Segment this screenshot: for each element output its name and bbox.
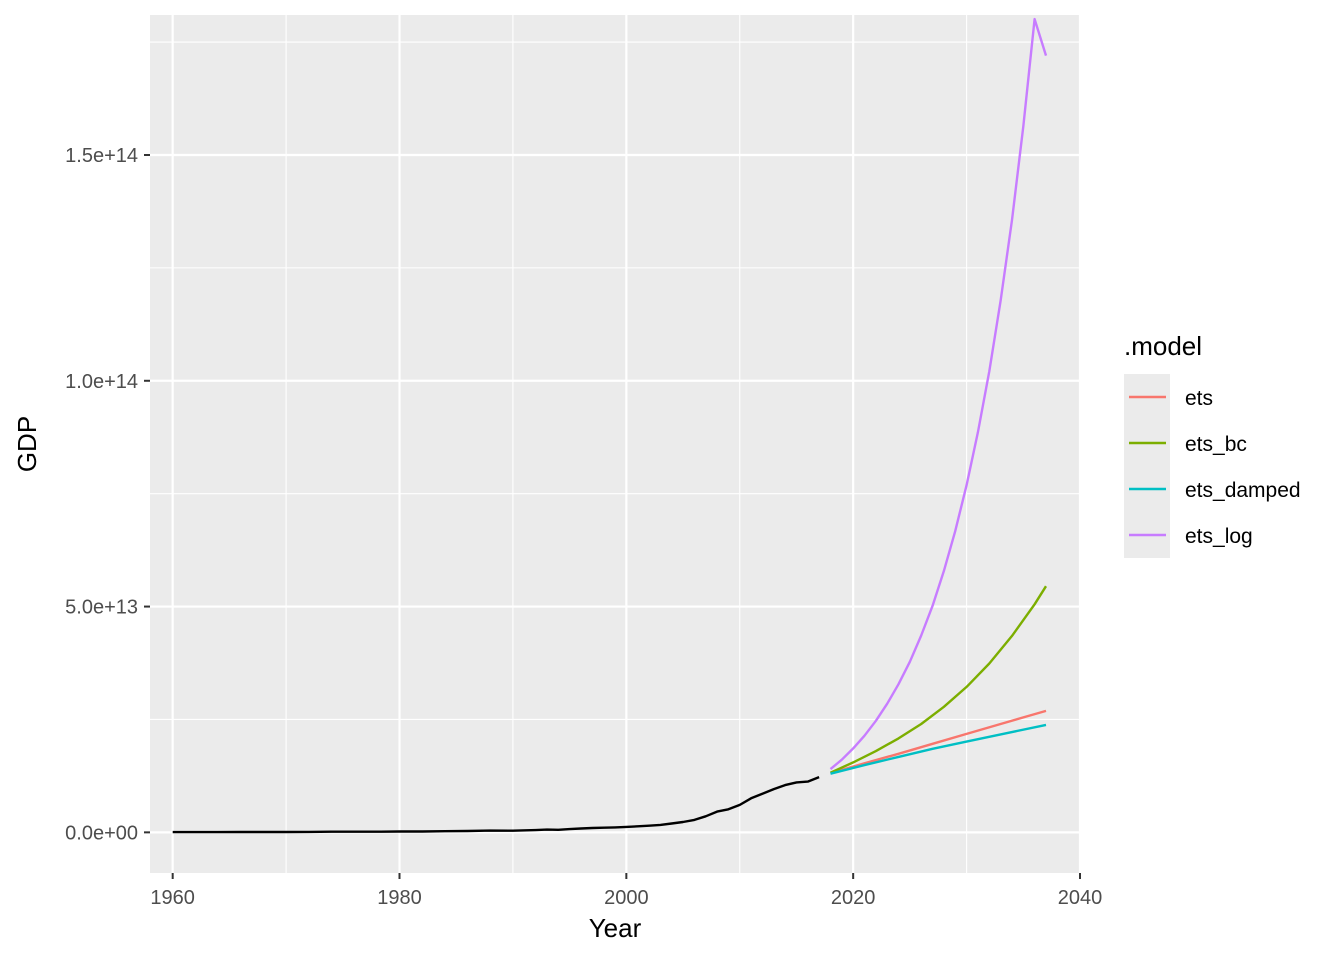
x-tick-label: 2020 — [831, 887, 876, 909]
x-axis-title: Year — [589, 913, 642, 943]
y-tick-label: 1.0e+14 — [65, 371, 138, 393]
x-tick-label: 1980 — [377, 887, 422, 909]
y-tick-label: 5.0e+13 — [65, 597, 138, 619]
y-axis: 0.0e+00 5.0e+13 1.0e+14 1.5e+14 — [65, 145, 150, 844]
series-line-ets-log — [829, 17, 1048, 771]
legend-label: ets_bc — [1185, 433, 1247, 456]
y-tick-label: 1.5e+14 — [65, 145, 138, 167]
y-tick-label: 0.0e+00 — [65, 822, 138, 844]
series-lines — [172, 17, 1048, 834]
legend-label: ets_damped — [1185, 479, 1301, 502]
legend: .model ets ets_bc ets_damped ets_log — [1124, 331, 1301, 558]
x-tick-label: 2000 — [604, 887, 649, 909]
x-axis: 1960 1980 2000 2020 2040 — [150, 873, 1102, 909]
history-line — [172, 775, 820, 834]
legend-label: ets_log — [1185, 525, 1253, 548]
series-line-ets-bc — [830, 585, 1048, 774]
series-line-ets-damped — [830, 723, 1047, 775]
x-tick-label: 1960 — [150, 887, 195, 909]
series-line-ets — [830, 709, 1047, 775]
y-axis-title: GDP — [12, 416, 42, 472]
plot-panel — [150, 15, 1080, 873]
legend-title: .model — [1124, 331, 1202, 361]
legend-key-background — [1124, 374, 1170, 558]
legend-label: ets — [1185, 387, 1213, 410]
legend-items: ets ets_bc ets_damped ets_log — [1129, 387, 1301, 548]
minor-gridlines — [150, 15, 1080, 873]
x-tick-label: 2040 — [1058, 887, 1103, 909]
